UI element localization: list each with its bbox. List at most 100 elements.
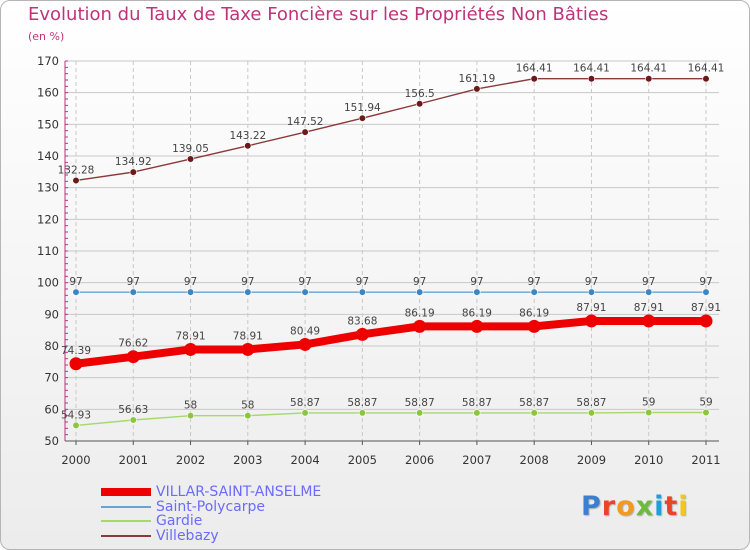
point-gardie-2002 (186, 412, 195, 420)
legend-label: Saint-Polycarpe (156, 498, 265, 515)
point-saint-polycarpe-2002 (186, 288, 195, 296)
data-label-gardie: 58 (241, 400, 254, 412)
legend: VILLAR-SAINT-ANSELME Saint-Polycarpe Gardi… (101, 484, 401, 544)
data-label-gardie: 56.63 (118, 404, 148, 416)
data-label-villar-saint-anselme: 78.91 (176, 330, 206, 342)
data-label-saint-polycarpe: 97 (470, 276, 483, 288)
data-label-villebazy: 139.05 (172, 143, 209, 155)
x-tick-label: 2001 (119, 453, 148, 467)
data-label-villar-saint-anselme: 87.91 (634, 302, 664, 314)
chart-title: Evolution du Taux de Taxe Foncière sur l… (28, 4, 609, 25)
axes: 50 60 70 80 90 100 110 120 130 140 150 160 170 2000 20… (37, 54, 721, 467)
y-tick-label: 80 (44, 339, 59, 353)
y-tick-label: 110 (37, 244, 59, 258)
data-label-gardie: 58 (184, 400, 197, 412)
data-label-gardie: 59 (642, 397, 655, 409)
data-label-saint-polycarpe: 97 (127, 276, 140, 288)
unit-label: (en %) (28, 30, 65, 43)
y-tick-label: 50 (44, 434, 59, 448)
point-villar-saint-anselme-2004 (298, 337, 312, 351)
x-tick-label: 2002 (176, 453, 205, 467)
point-gardie-2004 (301, 409, 309, 417)
data-label-villebazy: 143.22 (229, 130, 266, 142)
y-tick-label: 60 (44, 402, 59, 416)
legend-item-villebazy: Villebazy (101, 528, 401, 544)
point-saint-polycarpe-2006 (416, 288, 424, 296)
logo-letter: P (581, 491, 602, 522)
data-label-villebazy: 164.41 (573, 63, 610, 75)
point-villebazy-2004 (301, 128, 309, 136)
point-villebazy-2006 (416, 100, 424, 108)
series-line-gardie (75, 411, 707, 427)
point-villar-saint-anselme-2010 (642, 314, 656, 328)
logo-letter: r (601, 491, 617, 522)
data-label-villar-saint-anselme: 86.19 (519, 307, 549, 319)
point-gardie-2000 (72, 421, 80, 429)
data-label-villebazy: 134.92 (115, 156, 152, 168)
data-label-villar-saint-anselme: 83.68 (347, 315, 377, 327)
legend-swatch (101, 488, 151, 496)
y-tick-label: 120 (37, 212, 59, 226)
data-label-villebazy: 147.52 (287, 116, 324, 128)
data-label-villar-saint-anselme: 80.49 (290, 325, 320, 337)
point-villebazy-2009 (587, 75, 596, 83)
data-label-gardie: 58.87 (576, 397, 606, 409)
legend-swatch (101, 534, 151, 537)
x-tick-label: 2003 (233, 453, 262, 467)
point-villar-saint-anselme-2007 (470, 319, 484, 333)
point-gardie-2007 (473, 409, 481, 417)
data-label-villar-saint-anselme: 74.39 (61, 345, 91, 357)
y-tick-label: 70 (44, 371, 59, 385)
data-label-saint-polycarpe: 97 (413, 276, 426, 288)
data-label-saint-polycarpe: 97 (699, 276, 712, 288)
logo-letter: o (616, 491, 636, 522)
data-label-saint-polycarpe: 97 (241, 276, 254, 288)
data-label-villebazy: 132.28 (58, 164, 95, 176)
point-villar-saint-anselme-2000 (69, 357, 83, 371)
legend-item-saint-polycarpe: Saint-Polycarpe (101, 498, 401, 515)
series-line-villar-saint-anselme (72, 316, 710, 368)
data-label-villebazy: 151.94 (344, 102, 381, 114)
data-label-gardie: 58.87 (405, 397, 435, 409)
point-gardie-2003 (244, 412, 252, 420)
data-label-saint-polycarpe: 97 (356, 276, 369, 288)
point-saint-polycarpe-2005 (358, 288, 366, 296)
point-villar-saint-anselme-2003 (241, 342, 255, 356)
proxiti-logo: Proxiti (581, 491, 689, 522)
data-label-villebazy: 161.19 (459, 73, 496, 85)
point-gardie-2006 (416, 409, 424, 417)
series-layer (69, 75, 713, 429)
x-tick-label: 2004 (290, 453, 319, 467)
point-villebazy-2010 (645, 75, 653, 83)
x-tick-label: 2005 (348, 453, 377, 467)
logo-letter: t (664, 491, 679, 522)
point-saint-polycarpe-2000 (72, 288, 80, 296)
point-gardie-2009 (587, 409, 596, 417)
point-villar-saint-anselme-2001 (126, 350, 140, 364)
data-label-villar-saint-anselme: 76.62 (118, 338, 148, 350)
point-gardie-2001 (129, 416, 137, 424)
data-label-villar-saint-anselme: 86.19 (405, 307, 435, 319)
data-label-gardie: 58.87 (519, 397, 549, 409)
data-label-villebazy: 164.41 (516, 63, 553, 75)
point-saint-polycarpe-2001 (129, 288, 137, 296)
data-label-villar-saint-anselme: 78.91 (233, 330, 263, 342)
point-saint-polycarpe-2009 (587, 288, 596, 296)
data-label-gardie: 58.87 (347, 397, 377, 409)
point-villar-saint-anselme-2005 (355, 327, 369, 341)
y-tick-label: 130 (37, 181, 59, 195)
point-villar-saint-anselme-2002 (184, 342, 198, 356)
data-label-villar-saint-anselme: 87.91 (576, 302, 606, 314)
y-tick-label: 150 (37, 117, 59, 131)
x-tick-label: 2008 (520, 453, 549, 467)
legend-swatch (101, 520, 151, 522)
data-label-saint-polycarpe: 97 (527, 276, 540, 288)
data-label-villar-saint-anselme: 87.91 (691, 302, 721, 314)
point-saint-polycarpe-2010 (645, 288, 653, 296)
data-label-villebazy: 156.5 (405, 88, 435, 100)
point-gardie-2005 (358, 409, 366, 417)
grid (65, 60, 719, 442)
y-tick-label: 140 (37, 149, 59, 163)
x-tick-label: 2006 (405, 453, 434, 467)
